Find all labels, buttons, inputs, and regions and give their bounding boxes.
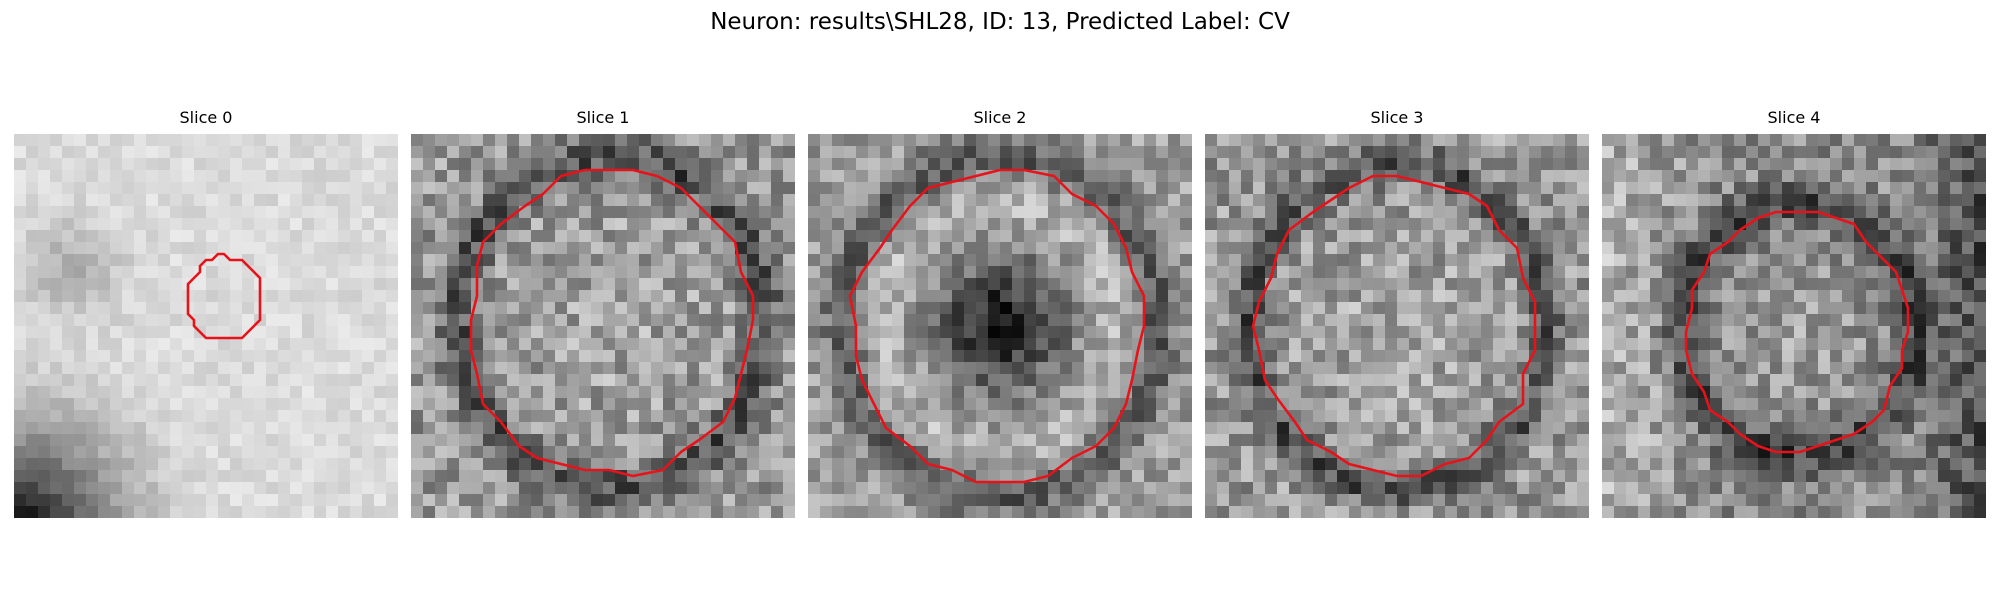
slice-panel-2: Slice 2 (808, 108, 1192, 518)
slice-image (1602, 134, 1986, 518)
slice-panel-0: Slice 0 (14, 108, 398, 518)
pixel-grid (1205, 134, 1589, 518)
figure-title: Neuron: results\SHL28, ID: 13, Predicted… (710, 9, 1290, 35)
pixel-grid (1602, 134, 1986, 518)
segmentation-contour (1684, 210, 1910, 454)
slice-image (1205, 134, 1589, 518)
segmentation-contour (186, 252, 262, 340)
pixel-grid (411, 134, 795, 518)
slice-title: Slice 4 (1767, 108, 1821, 127)
slice-image (14, 134, 398, 518)
segmentation-contour (469, 168, 755, 478)
slice-title: Slice 0 (179, 108, 233, 127)
slice-title: Slice 1 (576, 108, 630, 127)
slice-panel-1: Slice 1 (411, 108, 795, 518)
slice-panel-4: Slice 4 (1602, 108, 1986, 518)
slice-title: Slice 2 (973, 108, 1027, 127)
slice-image (411, 134, 795, 518)
slice-panel-3: Slice 3 (1205, 108, 1589, 518)
pixel-grid (14, 134, 398, 518)
slice-title: Slice 3 (1370, 108, 1424, 127)
segmentation-contour (1251, 174, 1537, 478)
pixel-grid (808, 134, 1192, 518)
slice-image (808, 134, 1192, 518)
segmentation-contour (848, 168, 1146, 484)
